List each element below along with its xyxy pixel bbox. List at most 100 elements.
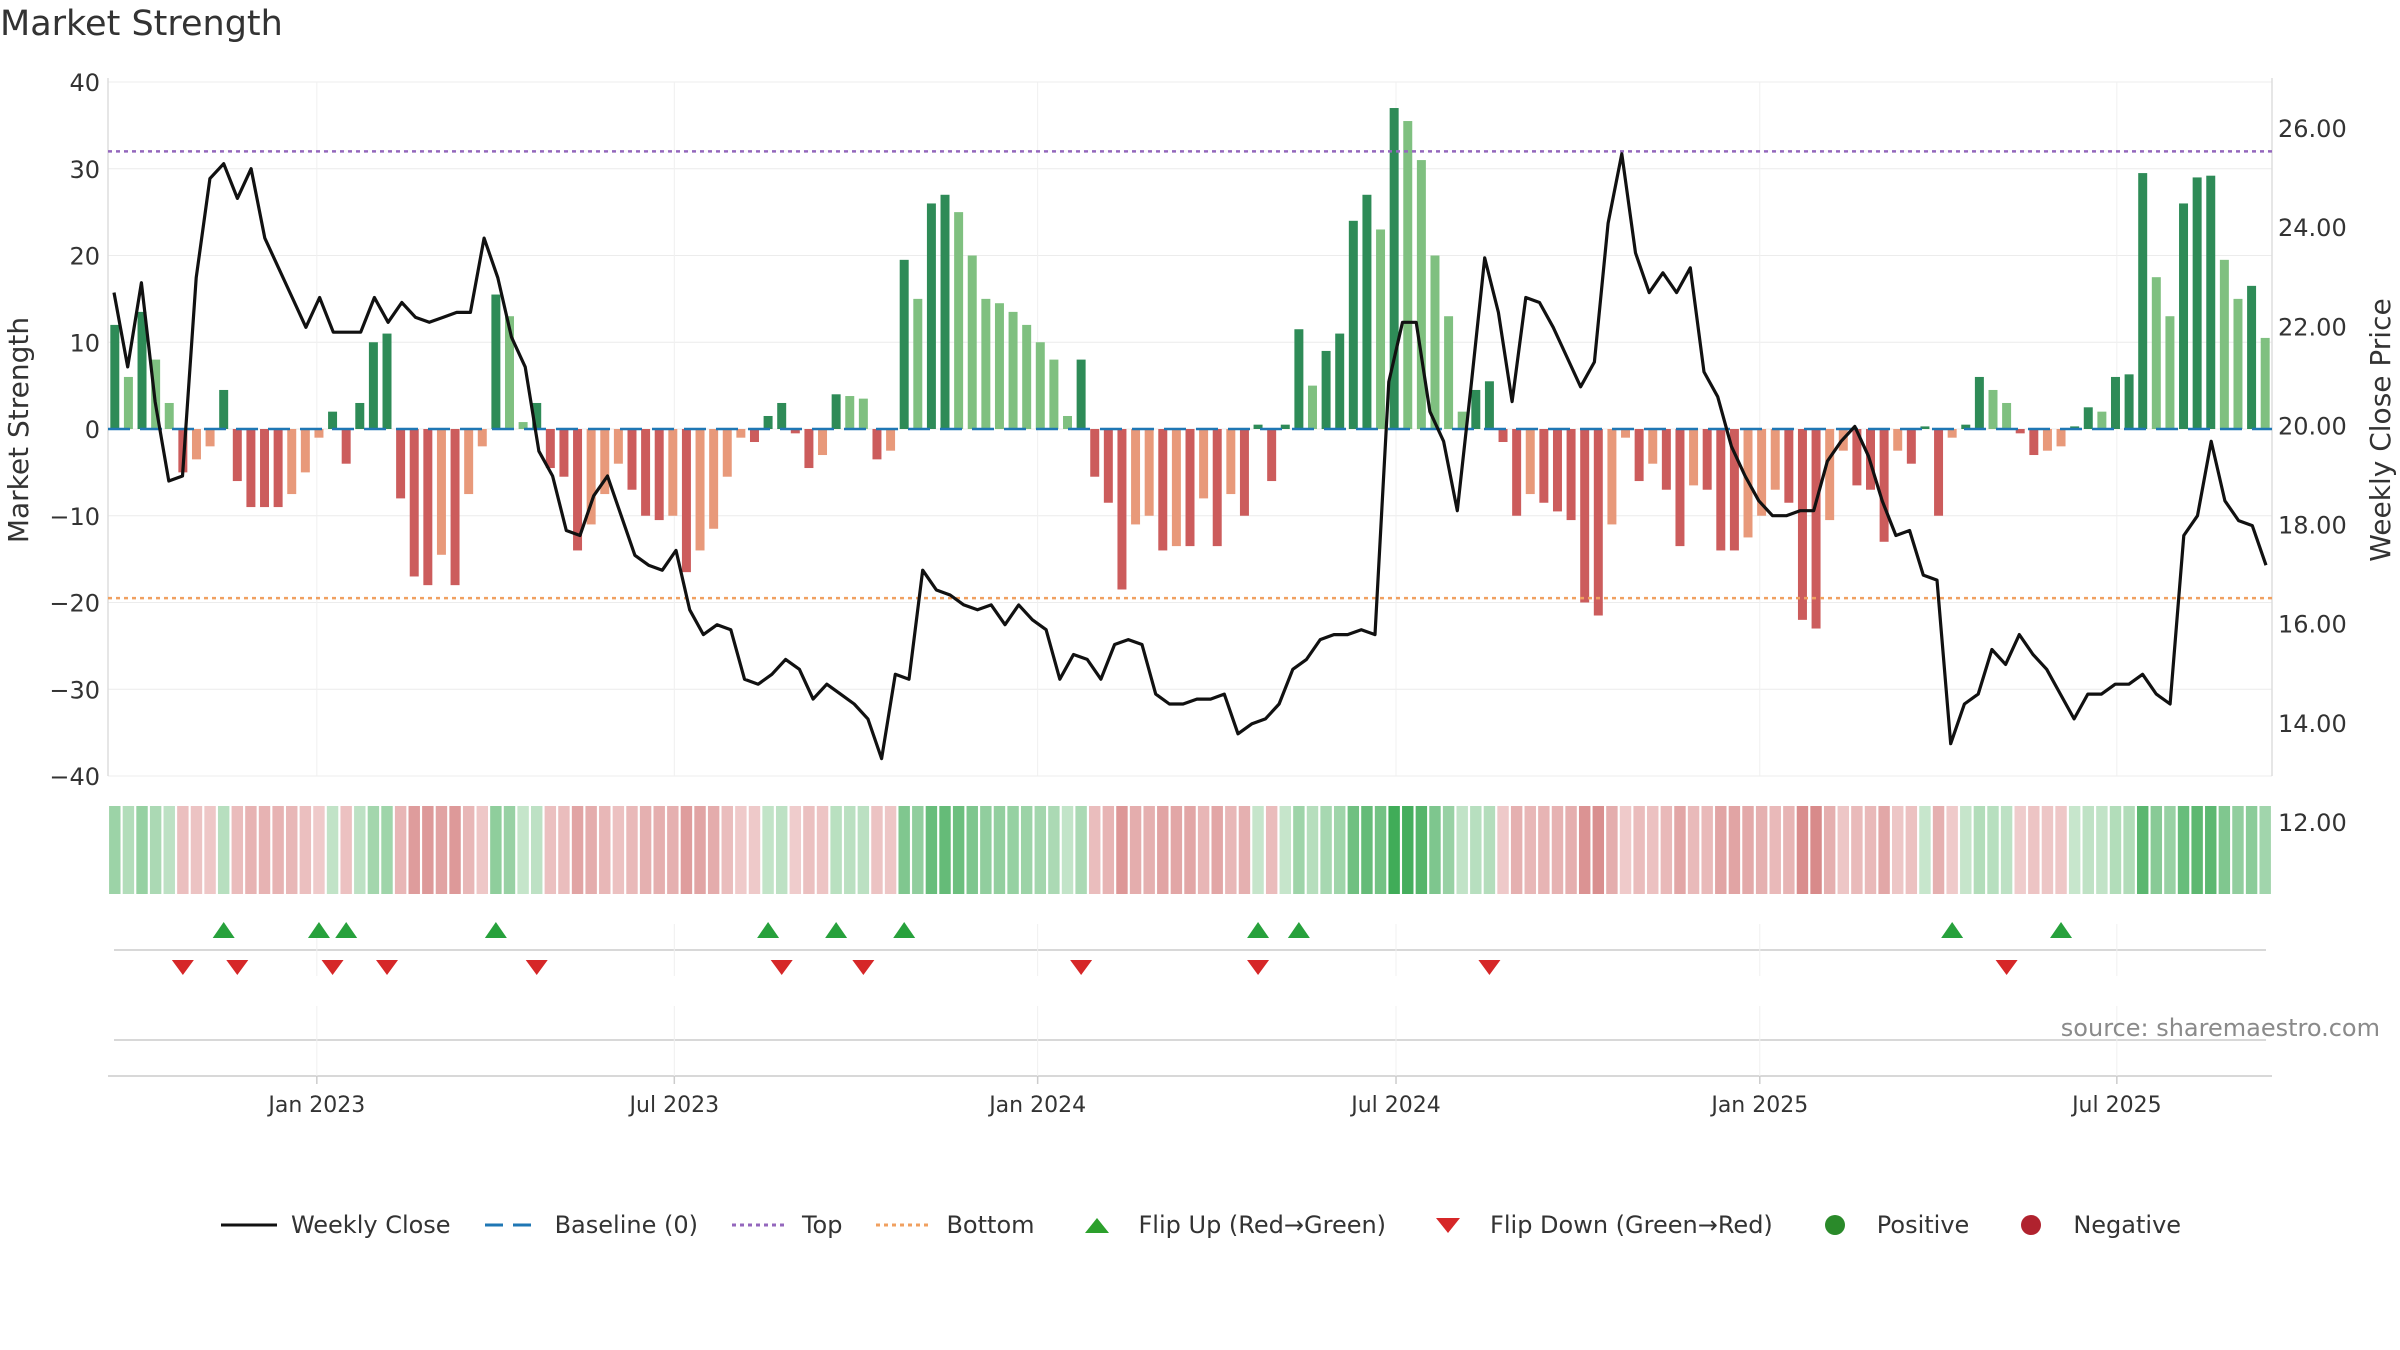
strength-bar (1416, 160, 1426, 429)
y-right-axis-title: Weekly Close Price (2364, 298, 2397, 561)
heat-cell (980, 806, 992, 894)
source-credit: source: sharemaestro.com (2060, 1014, 2380, 1042)
heat-cell (1238, 806, 1251, 894)
strength-bar (1239, 429, 1249, 516)
heat-cell (2205, 806, 2217, 894)
heat-cell (1157, 806, 1169, 894)
heat-cell (558, 806, 570, 894)
strength-bar (2260, 337, 2270, 429)
heat-cell (1783, 806, 1795, 894)
strength-bar (1689, 429, 1699, 486)
heat-cell (1048, 806, 1060, 894)
heat-cell (2191, 806, 2203, 894)
flip-down-marker (525, 960, 548, 975)
flip-up-marker (893, 922, 916, 938)
heat-cell (707, 806, 720, 894)
heat-cell (1687, 806, 1700, 894)
heat-cell (1973, 806, 1986, 894)
strength-bar (491, 294, 501, 429)
heat-cell (1796, 806, 1809, 894)
strength-bar (409, 429, 419, 577)
heat-cell (435, 806, 448, 894)
strength-bar (1144, 429, 1154, 516)
legend-swatch-top (731, 1223, 788, 1227)
heat-cell (1864, 806, 1877, 894)
heat-cell (1892, 806, 1904, 894)
strength-bar (1947, 429, 1957, 438)
heat-cell (1075, 806, 1087, 894)
heat-cell (1551, 806, 1564, 894)
heat-cell (2136, 806, 2149, 894)
strength-bar (2056, 429, 2066, 447)
strength-bar (246, 429, 256, 508)
legend-item-positive: Positive (1805, 1211, 1969, 1239)
strength-bar (1893, 429, 1903, 451)
heat-cell (612, 806, 625, 894)
heat-cell (1701, 806, 1713, 894)
heat-cell (2150, 806, 2163, 894)
strength-bar (1444, 316, 1454, 429)
heat-cell (857, 806, 870, 894)
legend-label: Flip Down (Green→Red) (1490, 1211, 1773, 1239)
heat-cell (340, 806, 352, 894)
strength-bar (2042, 429, 2052, 451)
heat-cell (2096, 806, 2108, 894)
y-left-tick-label: 0 (85, 416, 100, 444)
strength-bar (232, 429, 242, 482)
y-left-tick-label: −10 (49, 503, 100, 531)
heat-cell (367, 806, 380, 894)
heat-cell (1769, 806, 1781, 894)
heat-cell (1129, 806, 1142, 894)
heat-cell (639, 806, 652, 894)
strength-bar (1362, 194, 1372, 429)
strength-bar (1403, 121, 1413, 429)
heat-cell (1197, 806, 1210, 894)
heat-cell (476, 806, 488, 894)
strength-bar (1307, 385, 1317, 429)
heat-cell (626, 806, 638, 894)
heat-cell (1170, 806, 1183, 894)
heat-cell (1470, 806, 1482, 894)
strength-bar (1552, 429, 1562, 512)
heat-cell (1647, 806, 1659, 894)
heat-cell (1020, 806, 1033, 894)
heat-cell (1415, 806, 1428, 894)
strength-bar (396, 429, 406, 499)
heat-cell (1565, 806, 1577, 894)
y-left-tick-label: −40 (49, 763, 100, 791)
heat-cell (2082, 806, 2094, 894)
strength-bar (2192, 177, 2202, 429)
heat-cell (1456, 806, 1468, 894)
heat-cell (299, 806, 312, 894)
strength-bar (641, 429, 651, 516)
strength-bar (1770, 429, 1780, 490)
strength-bar (573, 429, 583, 551)
weekly-close-line (112, 152, 2268, 761)
strength-bar (2138, 173, 2148, 429)
y-left-tick-label: 10 (69, 329, 100, 357)
strength-bar (695, 429, 705, 551)
heat-cell (1524, 806, 1536, 894)
strength-bar (804, 429, 814, 469)
legend-swatch-flip-up (1084, 1218, 1109, 1233)
flip-down-marker (1247, 960, 1270, 975)
strength-bar (1825, 429, 1835, 521)
strength-bar (1566, 429, 1576, 521)
strength-bar (1757, 429, 1767, 516)
flip-markers (108, 922, 2272, 1077)
strength-bar (532, 402, 542, 429)
strength-bar (2165, 316, 2175, 429)
strength-bar (1376, 229, 1386, 429)
legend-swatch-weekly-close (220, 1223, 277, 1227)
strength-bar (518, 422, 528, 429)
strength-bar (1457, 411, 1467, 429)
strength-bar (1920, 426, 1930, 429)
heat-cell (1089, 806, 1101, 894)
strength-bar (858, 398, 868, 429)
heat-cell (2068, 806, 2081, 894)
heat-cell (1265, 806, 1278, 894)
heat-cell (1851, 806, 1863, 894)
strength-bar (1063, 415, 1073, 429)
heat-cell (1143, 806, 1155, 894)
y-right-tick-label: 24.00 (2278, 214, 2347, 242)
